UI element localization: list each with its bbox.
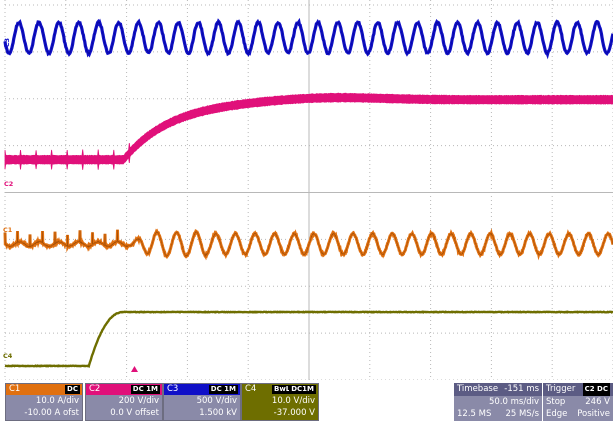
- channel-c2-panel[interactable]: C2 DC 1M 200 V/div 0.0 V offset: [85, 383, 163, 421]
- channel-c3-coupling: DC 1M: [208, 385, 238, 394]
- c1-ground-marker[interactable]: C1: [3, 226, 13, 234]
- timebase-per-div: 50.0 ms/div: [489, 396, 539, 407]
- channel-c4-coupling: DC1M: [289, 385, 316, 394]
- trace-c3-core: [4, 20, 613, 56]
- trigger-label: Trigger: [546, 384, 576, 394]
- channel-c1-panel[interactable]: C1 DC 10.0 A/div -10.00 A ofst: [5, 383, 83, 421]
- channel-c3-scale: 500 V/div: [196, 396, 237, 406]
- waveform-area[interactable]: [0, 0, 613, 380]
- trigger-mode: Stop: [546, 396, 566, 407]
- timebase-label: Timebase: [457, 384, 499, 394]
- channel-c2-coupling: DC 1M: [130, 385, 160, 394]
- channel-c4-name: C4: [245, 384, 257, 394]
- trigger-source: C2 DC: [582, 383, 610, 396]
- channel-c1-coupling: DC: [65, 385, 80, 394]
- trigger-marker-icon[interactable]: [131, 366, 138, 372]
- c4-ground-marker[interactable]: C4: [3, 352, 13, 360]
- channel-c4-scale: 10.0 V/div: [271, 396, 315, 406]
- trace-c4[interactable]: [4, 310, 613, 369]
- channel-c3-panel[interactable]: C3 DC 1M 500 V/div 1.500 kV: [163, 383, 241, 421]
- channel-c4-panel[interactable]: C4 BwL DC1M 10.0 V/div -37.000 V: [241, 383, 319, 421]
- channel-c1-scale: 10.0 A/div: [35, 396, 79, 406]
- trigger-type: Edge: [546, 409, 568, 420]
- channel-c2-scale: 200 V/div: [118, 396, 159, 406]
- channel-c3-name: C3: [167, 384, 179, 394]
- timebase-rate: 25 MS/s: [505, 409, 539, 420]
- trigger-panel[interactable]: Trigger C2 DC Stop 246 V Edge Positive: [543, 383, 613, 421]
- trace-c1-core: [4, 229, 613, 257]
- channel-c3-offset: 1.500 kV: [199, 408, 237, 418]
- grid-background: [0, 0, 613, 380]
- channel-c1-offset: -10.00 A ofst: [24, 408, 79, 418]
- channel-c4-offset: -37.000 V: [273, 408, 315, 418]
- traces: [3, 17, 613, 369]
- c2-ground-marker[interactable]: C2: [4, 180, 14, 188]
- timebase-panel[interactable]: Timebase -151 ms 50.0 ms/div 12.5 MS 25 …: [454, 383, 542, 421]
- trigger-level: 246 V: [585, 396, 610, 407]
- trace-c2[interactable]: [4, 92, 613, 170]
- c3-ground-marker[interactable]: C3: [3, 38, 11, 48]
- timebase-samples: 12.5 MS: [457, 409, 492, 420]
- channel-c2-offset: 0.0 V offset: [110, 408, 159, 418]
- trigger-slope: Positive: [577, 409, 610, 420]
- timebase-delay: -151 ms: [504, 384, 539, 394]
- channel-c1-name: C1: [9, 384, 21, 394]
- channel-c4-bwl-tag: BwL: [272, 385, 293, 394]
- channel-c2-name: C2: [89, 384, 101, 394]
